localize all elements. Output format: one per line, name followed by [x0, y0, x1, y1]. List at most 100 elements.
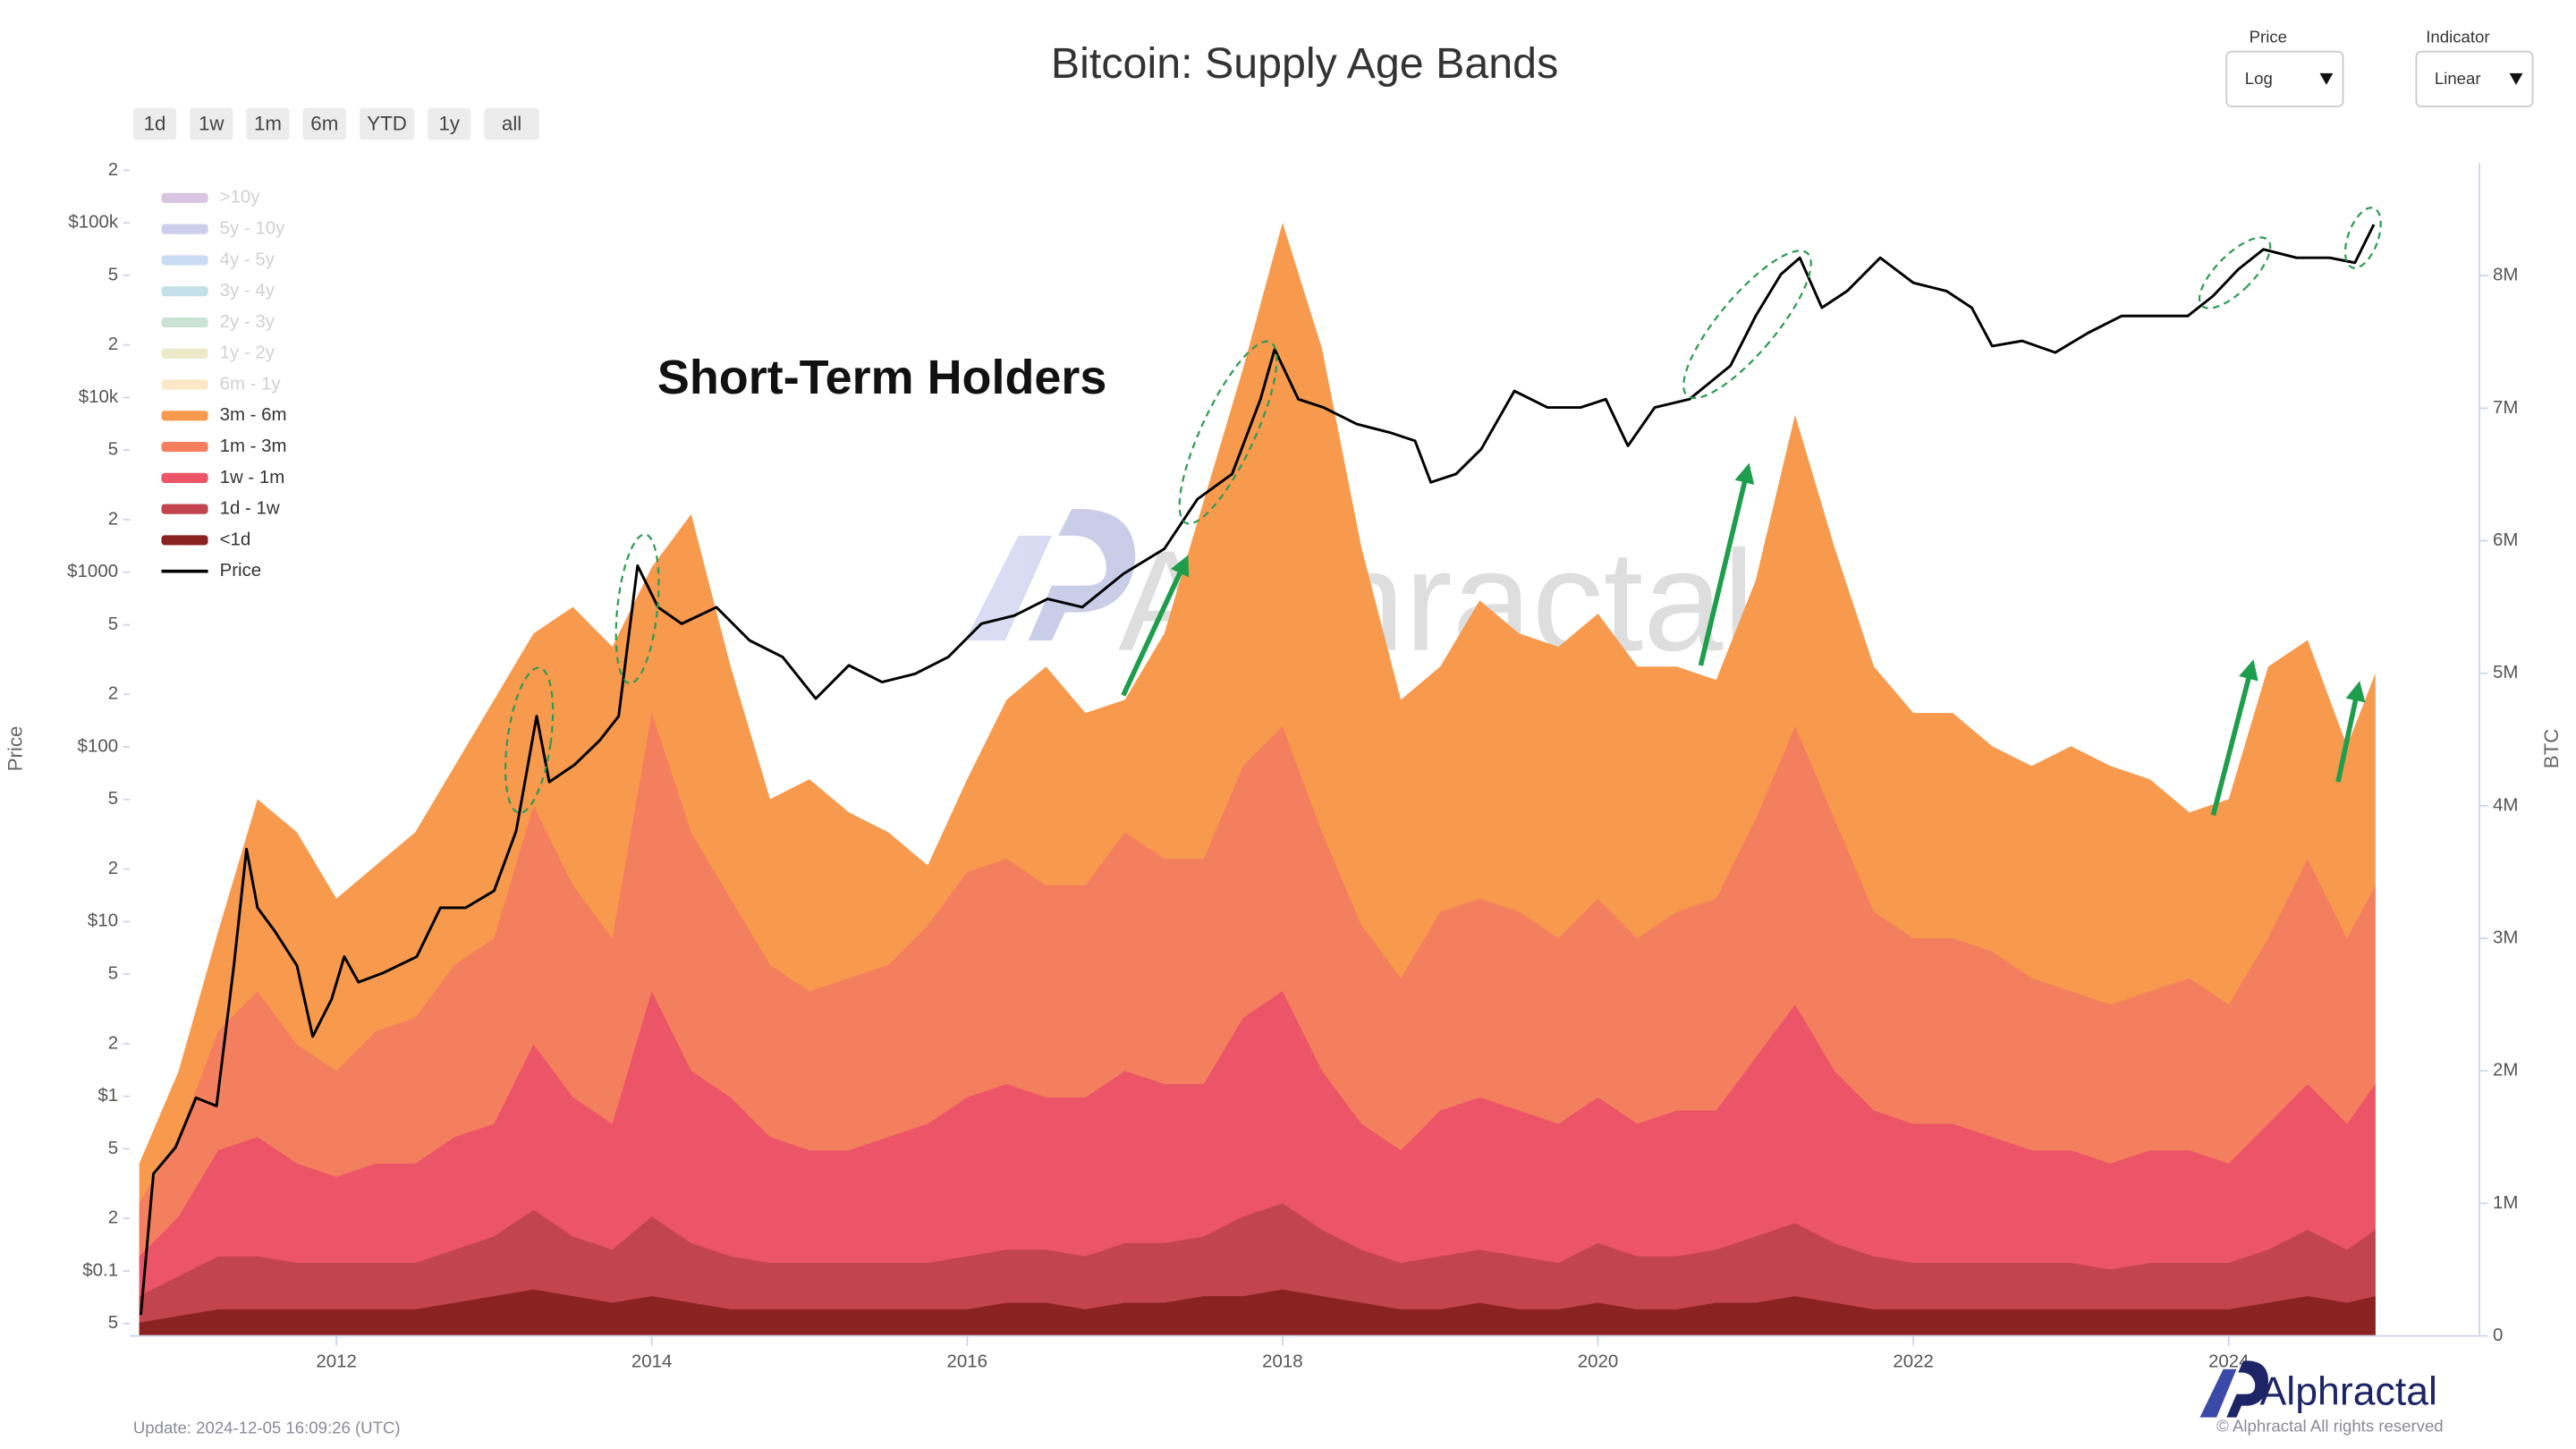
- y-tick-label: 2: [108, 159, 118, 180]
- control-dropdown[interactable]: [2415, 50, 2534, 107]
- x-tick-label: 2024: [2208, 1352, 2250, 1372]
- legend-item[interactable]: <1d: [161, 529, 250, 549]
- y-tick-label: 5: [108, 788, 118, 809]
- range-button[interactable]: YTD: [359, 107, 415, 140]
- legend-swatch[interactable]: [161, 286, 208, 297]
- range-button-box[interactable]: [190, 107, 233, 140]
- y2-tick-label: 5M: [2493, 662, 2518, 682]
- range-button-box[interactable]: [484, 107, 539, 140]
- stacked-area: [139, 1289, 2376, 1336]
- control-dropdown[interactable]: [2225, 50, 2344, 107]
- dropdown-arrow[interactable]: [2319, 72, 2334, 85]
- legend-swatch[interactable]: [161, 411, 208, 421]
- range-button-box[interactable]: [302, 107, 346, 140]
- axes: 2012 2014 2016 2018 2020 2022 20245$0.125$125$…: [67, 159, 2518, 1372]
- range-button-label[interactable]: 1m: [254, 112, 282, 134]
- y-tick-label: $10k: [79, 386, 119, 407]
- legend-label[interactable]: 4y - 5y: [220, 249, 275, 269]
- range-button[interactable]: 1y: [428, 107, 471, 140]
- legend-label[interactable]: 1d - 1w: [220, 498, 280, 519]
- range-button-box[interactable]: [428, 107, 471, 140]
- legend-swatch[interactable]: [161, 224, 208, 234]
- legend-label[interactable]: 3y - 4y: [220, 280, 275, 301]
- range-button[interactable]: 6m: [302, 107, 346, 140]
- legend-item[interactable]: Price: [161, 560, 261, 580]
- y2-tick-label: 0: [2493, 1325, 2503, 1345]
- legend-item[interactable]: 3y - 4y: [161, 280, 275, 301]
- legend-label[interactable]: 5y - 10y: [220, 218, 286, 239]
- range-button-box[interactable]: [132, 107, 177, 140]
- control-label: Price: [2250, 28, 2287, 47]
- legend-label[interactable]: 2y - 3y: [220, 311, 275, 332]
- range-button[interactable]: 1m: [246, 107, 290, 140]
- legend-label[interactable]: 1w - 1m: [220, 467, 285, 487]
- chart-controls: Price Log Indicator Linear: [2225, 28, 2534, 107]
- range-button-label[interactable]: 1y: [439, 112, 461, 134]
- y-tick-label: $0.1: [82, 1259, 118, 1280]
- y-axis-title: Price: [4, 726, 26, 772]
- range-button-label[interactable]: 1w: [199, 112, 225, 134]
- legend-item[interactable]: 1d - 1w: [161, 498, 280, 519]
- brand-logo: Alphractal © Alphractal All rights reser…: [2199, 1360, 2444, 1436]
- legend-swatch[interactable]: [161, 472, 208, 483]
- y-tick-label: 2: [108, 334, 118, 354]
- chart-title: Bitcoin: Supply Age Bands: [1051, 39, 1558, 88]
- legend-item[interactable]: 3m - 6m: [161, 404, 287, 425]
- legend-swatch[interactable]: [161, 255, 208, 266]
- legend-label[interactable]: 3m - 6m: [220, 404, 287, 425]
- legend-swatch[interactable]: [161, 504, 208, 514]
- legend-swatch[interactable]: [161, 379, 208, 390]
- control-value[interactable]: Linear: [2435, 69, 2481, 88]
- legend-swatch[interactable]: [161, 441, 208, 453]
- legend-item[interactable]: 5y - 10y: [161, 218, 285, 239]
- legend-item[interactable]: 4y - 5y: [161, 249, 275, 269]
- range-button-box[interactable]: [359, 107, 415, 140]
- brand-mark: [2226, 1360, 2268, 1418]
- highlight-ellipse: [504, 666, 555, 814]
- legend-label[interactable]: 1m - 3m: [220, 436, 287, 456]
- range-button-label[interactable]: YTD: [367, 112, 407, 134]
- legend: >10y 5y - 10y 4y - 5y 3y - 4y 2y - 3y 1y - 2y…: [161, 187, 287, 580]
- y2-tick-label: 8M: [2493, 265, 2518, 285]
- y-tick-label: 5: [108, 614, 118, 634]
- legend-item[interactable]: 1y - 2y: [161, 343, 275, 363]
- range-button[interactable]: all: [484, 107, 539, 140]
- dropdown-arrow[interactable]: [2509, 72, 2523, 85]
- legend-item[interactable]: >10y: [161, 187, 260, 208]
- range-button-label[interactable]: 6m: [310, 112, 338, 134]
- legend-label[interactable]: >10y: [220, 187, 261, 208]
- brand-name: Alphractal: [2260, 1369, 2437, 1413]
- legend-item[interactable]: 1w - 1m: [161, 467, 284, 487]
- price-line: [139, 224, 2376, 1316]
- legend-item[interactable]: 6m - 1y: [161, 373, 282, 394]
- y-tick-label: 5: [108, 963, 118, 984]
- brand-mark: [2199, 1368, 2237, 1418]
- range-button-label[interactable]: all: [502, 112, 521, 134]
- range-button-box[interactable]: [246, 107, 290, 140]
- highlight-arrows: [1121, 462, 2366, 817]
- x-tick-label: 2022: [1893, 1352, 1934, 1372]
- y-tick-label: 2: [108, 858, 118, 878]
- y-tick-label: $100k: [68, 212, 119, 233]
- legend-swatch[interactable]: [161, 348, 208, 359]
- range-button[interactable]: 1w: [190, 107, 233, 140]
- legend-label[interactable]: <1d: [220, 529, 251, 549]
- range-button[interactable]: 1d: [132, 107, 177, 140]
- legend-swatch[interactable]: [161, 192, 208, 203]
- legend-swatch[interactable]: [161, 535, 208, 546]
- legend-item[interactable]: 1m - 3m: [161, 436, 287, 456]
- y2-tick-label: 7M: [2493, 397, 2518, 418]
- legend-item[interactable]: 2y - 3y: [161, 311, 275, 332]
- legend-label[interactable]: Price: [220, 560, 262, 580]
- range-button-label[interactable]: 1d: [144, 112, 166, 134]
- annotation: Short-Term Holders: [657, 351, 1107, 404]
- highlight-arrow: [2210, 659, 2258, 817]
- legend-swatch[interactable]: [161, 317, 208, 328]
- y-tick-label: 5: [108, 264, 118, 284]
- highlight-ellipse: [1178, 340, 1278, 525]
- y2-axis-title: BTC: [2540, 729, 2563, 769]
- legend-label[interactable]: 6m - 1y: [220, 373, 282, 394]
- control-value[interactable]: Log: [2245, 69, 2273, 88]
- legend-label[interactable]: 1y - 2y: [220, 343, 275, 363]
